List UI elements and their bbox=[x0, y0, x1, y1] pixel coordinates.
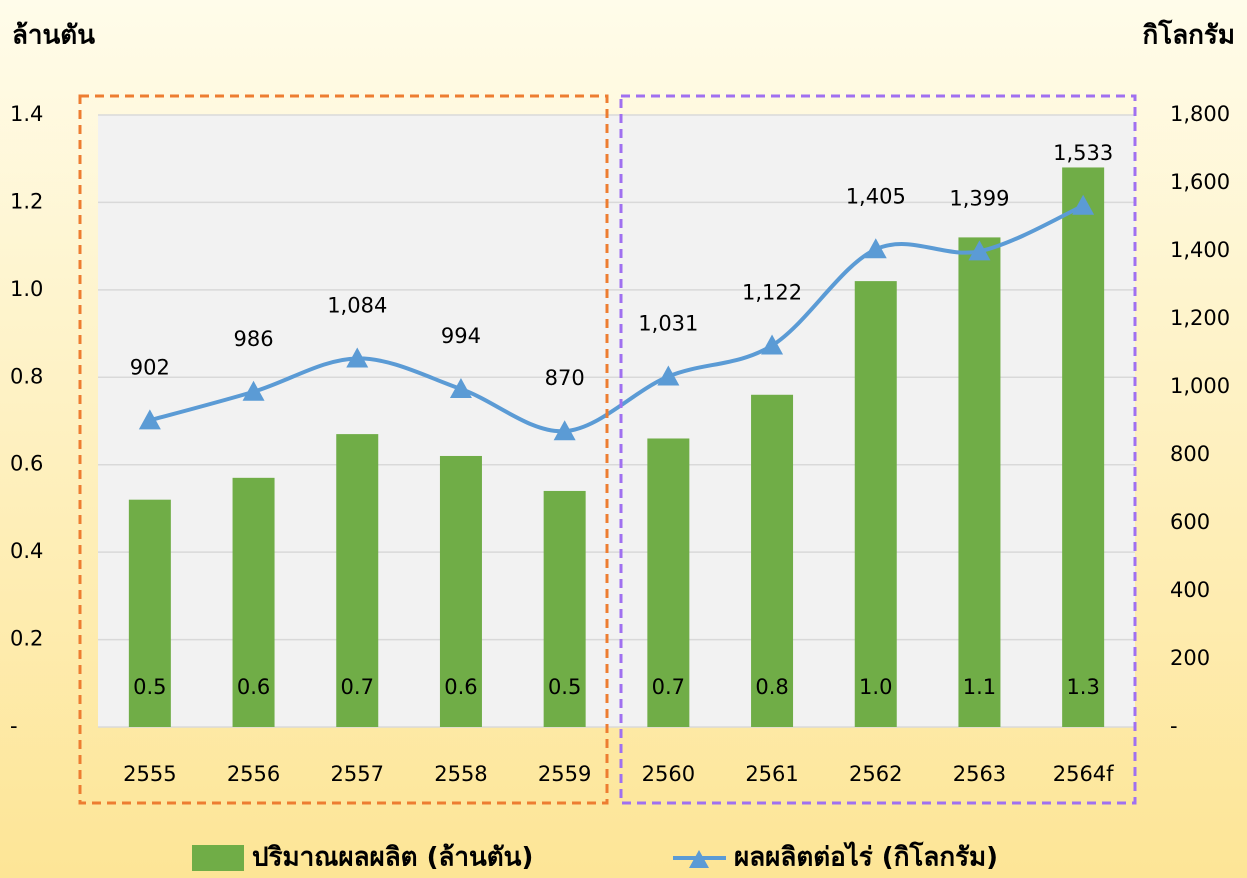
bar-value-label: 0.6 bbox=[237, 675, 270, 699]
bar bbox=[336, 434, 379, 727]
line-marker bbox=[968, 240, 991, 261]
bar-value-label: 0.8 bbox=[755, 675, 788, 699]
highlight-box bbox=[78, 94, 609, 805]
bar bbox=[128, 499, 171, 727]
bar bbox=[1062, 167, 1105, 727]
bar bbox=[439, 455, 482, 727]
line-marker bbox=[138, 409, 161, 430]
legend-marker bbox=[689, 850, 709, 868]
legend-label: ผลผลิตต่อไร่ (กิโลกรัม) bbox=[734, 841, 998, 873]
line-value-label: 1,399 bbox=[949, 186, 1009, 210]
x-tick-label: 2560 bbox=[642, 762, 695, 786]
y2-tick-label: 1,800 bbox=[1170, 102, 1230, 126]
bar-value-label: 1.1 bbox=[963, 675, 996, 699]
legend-swatch bbox=[192, 845, 244, 871]
bar bbox=[854, 281, 897, 727]
bar bbox=[543, 490, 586, 727]
highlight-box bbox=[619, 94, 1137, 805]
line-marker bbox=[242, 380, 265, 401]
line-value-label: 902 bbox=[130, 355, 170, 379]
line-marker bbox=[761, 334, 784, 355]
line-value-label: 1,084 bbox=[327, 293, 387, 317]
bar-value-label: 0.6 bbox=[444, 675, 477, 699]
y-tick-label: 1.0 bbox=[10, 277, 43, 301]
line-marker bbox=[346, 347, 369, 368]
line-marker bbox=[864, 238, 887, 259]
line-marker bbox=[657, 365, 680, 386]
line-value-label: 870 bbox=[545, 366, 585, 390]
line-value-label: 1,031 bbox=[638, 311, 698, 335]
y-tick-label: 0.8 bbox=[10, 364, 43, 388]
line-marker bbox=[553, 420, 576, 441]
y-tick-label: 0.4 bbox=[10, 539, 43, 563]
y2-tick-label: 400 bbox=[1170, 578, 1210, 602]
x-tick-label: 2562 bbox=[849, 762, 902, 786]
line-value-label: 994 bbox=[441, 324, 481, 348]
y2-tick-label: 600 bbox=[1170, 510, 1210, 534]
y-tick-label: 0.2 bbox=[10, 627, 43, 651]
x-tick-label: 2558 bbox=[434, 762, 487, 786]
bar-value-label: 0.5 bbox=[548, 675, 581, 699]
x-tick-label: 2555 bbox=[123, 762, 176, 786]
y2-tick-label: 800 bbox=[1170, 442, 1210, 466]
x-tick-label: 2564f bbox=[1053, 762, 1114, 786]
y2-tick-label: 1,000 bbox=[1170, 374, 1230, 398]
x-tick-label: 2557 bbox=[331, 762, 384, 786]
bar-value-label: 0.5 bbox=[133, 675, 166, 699]
y2-tick-label: - bbox=[1170, 714, 1178, 738]
y2-tick-label: 1,200 bbox=[1170, 306, 1230, 330]
line-marker bbox=[1072, 194, 1095, 215]
x-tick-label: 2556 bbox=[227, 762, 280, 786]
y2-tick-label: 200 bbox=[1170, 646, 1210, 670]
bar-value-label: 0.7 bbox=[652, 675, 685, 699]
bar-value-label: 1.3 bbox=[1066, 675, 1099, 699]
line-marker bbox=[449, 378, 472, 399]
line-value-label: 986 bbox=[234, 327, 274, 351]
y2-axis-title: กิโลกรัม bbox=[1143, 19, 1236, 51]
y-tick-label: 1.4 bbox=[10, 102, 43, 126]
bar-value-label: 1.0 bbox=[859, 675, 892, 699]
x-tick-label: 2563 bbox=[953, 762, 1006, 786]
y-tick-label: 1.2 bbox=[10, 189, 43, 213]
bar bbox=[232, 477, 275, 727]
y-tick-label: 0.6 bbox=[10, 452, 43, 476]
y2-tick-label: 1,400 bbox=[1170, 238, 1230, 262]
bar bbox=[751, 394, 794, 727]
x-tick-label: 2559 bbox=[538, 762, 591, 786]
x-tick-label: 2561 bbox=[745, 762, 798, 786]
line bbox=[149, 203, 1084, 434]
legend-label: ปริมาณผลผลิต (ล้านตัน) bbox=[252, 843, 533, 873]
bar bbox=[647, 438, 690, 727]
y-axis-title: ล้านตัน bbox=[12, 21, 95, 51]
y2-tick-label: 1,600 bbox=[1170, 170, 1230, 194]
line-value-label: 1,122 bbox=[742, 281, 802, 305]
line-value-label: 1,533 bbox=[1053, 141, 1113, 165]
bar-value-label: 0.7 bbox=[341, 675, 374, 699]
y-tick-label: - bbox=[10, 714, 18, 738]
line-value-label: 1,405 bbox=[846, 184, 906, 208]
bar bbox=[958, 237, 1001, 727]
